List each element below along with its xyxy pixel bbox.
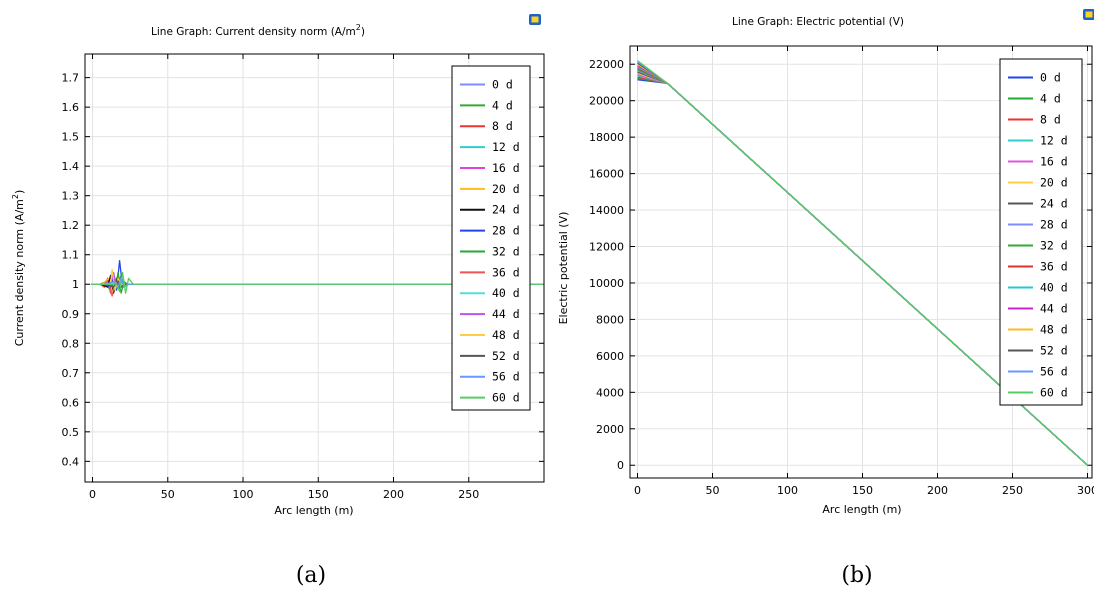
chart-b-y-tick-label: 0 <box>617 459 624 472</box>
chart-b-legend-label: 28 d <box>1040 218 1068 232</box>
chart-a-legend-box <box>451 65 531 411</box>
chart-b-title: Line Graph: Electric potential (V) <box>732 16 904 28</box>
chart-b-legend-label: 36 d <box>1040 260 1068 274</box>
chart-a-series-line <box>91 271 544 294</box>
chart-b-y-tick-label: 14000 <box>589 204 624 217</box>
chart-a-legend-label: 44 d <box>492 307 520 321</box>
chart-b-y-tick-label: 8000 <box>596 313 624 326</box>
chart-a-x-tick-label: 0 <box>89 488 96 501</box>
chart-b-x-axis-label: Arc length (m) <box>822 503 901 516</box>
chart-a-legend-label: 32 d <box>492 244 520 258</box>
chart-b-legend-label: 20 d <box>1040 176 1068 190</box>
chart-b-x-tick-label: 300 <box>1077 484 1094 497</box>
chart-a-legend-label: 0 d <box>492 77 513 91</box>
chart-b-legend-box <box>999 58 1083 406</box>
chart-a-legend-label: 48 d <box>492 328 520 342</box>
chart-b-y-tick-label: 18000 <box>589 131 624 144</box>
chart-b-legend-label: 32 d <box>1040 239 1068 253</box>
chart-b-legend-label: 16 d <box>1040 155 1068 169</box>
chart-a-sidebar-icon[interactable] <box>529 14 541 25</box>
chart-a-y-axis-label: Current density norm (A/m2) <box>11 190 26 347</box>
chart-b-y-tick-label: 6000 <box>596 350 624 363</box>
chart-b-x-tick-label: 200 <box>927 484 948 497</box>
chart-b-legend-label: 24 d <box>1040 197 1068 211</box>
chart-b-legend-label: 12 d <box>1040 134 1068 148</box>
chart-a-legend-label: 40 d <box>492 286 520 300</box>
chart-b-y-tick-label: 16000 <box>589 168 624 181</box>
chart-a-caption: (a) <box>296 563 326 588</box>
chart-a-legend-label: 4 d <box>492 98 513 112</box>
chart-b-x-tick-label: 150 <box>852 484 873 497</box>
chart-b-legend-label: 40 d <box>1040 281 1068 295</box>
chart-b-legend-label: 56 d <box>1040 365 1068 379</box>
chart-a-legend-label: 28 d <box>492 224 520 238</box>
chart-a-y-ticks: 0.4 0.5 0.6 0.7 0.8 0.9 1 1.1 1.2 1.3 1.4 1.5 1.6 1.7 <box>62 72 544 468</box>
chart-a-y-tick-label: 1.1 <box>62 249 80 262</box>
chart-b-legend-label: 8 d <box>1040 113 1061 127</box>
chart-b-y-tick-label: 2000 <box>596 423 624 436</box>
chart-b-x-tick-label: 250 <box>1002 484 1023 497</box>
chart-a-y-tick-label: 1.6 <box>62 101 80 114</box>
chart-a-x-tick-label: 100 <box>233 488 254 501</box>
chart-a-legend-label: 60 d <box>492 391 520 405</box>
chart-b-legend-label: 48 d <box>1040 323 1068 337</box>
chart-b-y-axis-label: Electric potential (V) <box>557 212 570 325</box>
chart-a-y-tick-label: 0.4 <box>62 455 80 468</box>
chart-a-legend-label: 12 d <box>492 140 520 154</box>
chart-b-x-ticks: 0 50 100 150 200 250 300 <box>634 46 1094 497</box>
chart-a-x-tick-label: 250 <box>458 488 479 501</box>
chart-b-legend-label: 60 d <box>1040 386 1068 400</box>
chart-a-x-tick-label: 150 <box>308 488 329 501</box>
chart-a-legend-label: 56 d <box>492 370 520 384</box>
chart-a-x-tick-label: 200 <box>383 488 404 501</box>
chart-b-caption: (b) <box>841 563 872 588</box>
chart-b-sidebar-icon[interactable] <box>1083 9 1094 20</box>
chart-b-legend: 0 d 4 d 8 d 12 d 16 d 20 d 24 d 28 d 32 d 36 d 40 … <box>999 58 1083 406</box>
chart-b-x-tick-label: 50 <box>706 484 720 497</box>
chart-b-series-line <box>637 60 1088 466</box>
chart-a-title: Line Graph: Current density norm (A/m2) <box>151 23 365 38</box>
chart-a-legend-label: 20 d <box>492 182 520 196</box>
chart-b-y-tick-label: 22000 <box>589 58 624 71</box>
chart-b-x-tick-label: 0 <box>634 484 641 497</box>
chart-b: Line Graph: Electric potential (V) 0 50 10… <box>557 9 1094 588</box>
chart-b-legend-label: 52 d <box>1040 344 1068 358</box>
chart-b-y-tick-label: 10000 <box>589 277 624 290</box>
chart-b-y-tick-label: 20000 <box>589 95 624 108</box>
chart-a-y-tick-label: 0.6 <box>62 396 80 409</box>
chart-a-legend-label: 8 d <box>492 119 513 133</box>
chart-a-y-tick-label: 0.7 <box>62 367 80 380</box>
chart-a: Line Graph: Current density norm (A/m2) … <box>11 14 545 588</box>
chart-a-x-axis-label: Arc length (m) <box>274 504 353 517</box>
chart-a-y-tick-label: 1.5 <box>62 131 80 144</box>
chart-a-y-tick-label: 1.3 <box>62 190 80 203</box>
chart-b-plot-frame <box>629 45 1093 479</box>
chart-b-series <box>637 60 1088 466</box>
chart-a-legend-label: 24 d <box>492 203 520 217</box>
chart-a-series <box>91 259 544 297</box>
chart-a-y-tick-label: 1.4 <box>62 160 80 173</box>
chart-a-x-tick-label: 50 <box>161 488 175 501</box>
chart-b-legend-label: 4 d <box>1040 92 1061 106</box>
chart-a-x-ticks: 0 50 100 150 200 250 <box>89 54 479 501</box>
chart-a-y-tick-label: 0.8 <box>62 337 80 350</box>
chart-a-y-tick-label: 0.9 <box>62 308 80 321</box>
chart-a-legend-label: 36 d <box>492 265 520 279</box>
chart-a-legend: 0 d 4 d 8 d 12 d 16 d 20 d 24 d 28 d 32 d 36 d 40 … <box>451 65 531 411</box>
chart-a-y-tick-label: 1 <box>72 278 79 291</box>
chart-b-legend-label: 0 d <box>1040 71 1061 85</box>
chart-b-x-tick-label: 100 <box>777 484 798 497</box>
chart-a-y-tick-label: 0.5 <box>62 426 80 439</box>
chart-b-y-tick-label: 4000 <box>596 386 624 399</box>
chart-a-plot-frame <box>84 53 545 483</box>
chart-b-y-tick-label: 12000 <box>589 241 624 254</box>
chart-b-legend-label: 44 d <box>1040 302 1068 316</box>
chart-a-y-tick-label: 1.2 <box>62 219 80 232</box>
chart-b-y-ticks: 0 2000 4000 6000 8000 10000 12000 14000 16000 180… <box>589 58 1092 472</box>
chart-a-legend-label: 16 d <box>492 161 520 175</box>
chart-a-legend-label: 52 d <box>492 349 520 363</box>
chart-a-y-tick-label: 1.7 <box>62 72 80 85</box>
